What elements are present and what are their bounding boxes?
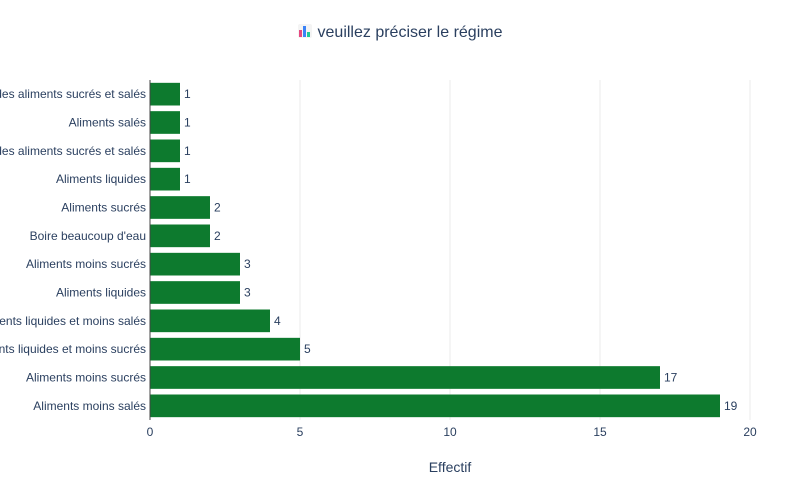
- data-label: 17: [664, 371, 678, 385]
- chart-title-text: veuillez préciser le régime: [317, 24, 503, 41]
- y-tick-label: Aliments sucrés: [61, 201, 146, 215]
- grid-lines: [299, 80, 751, 420]
- y-tick-label: Aliments moins sucrés: [26, 371, 146, 385]
- data-label: 1: [184, 144, 191, 158]
- bar[interactable]: [150, 224, 210, 248]
- y-tick-label: Aliments liquides: [56, 286, 146, 300]
- bar[interactable]: [150, 139, 180, 163]
- bars: [150, 82, 720, 418]
- y-tick-label: Boire beaucoup d'eau: [30, 229, 146, 243]
- data-label: 2: [214, 229, 221, 243]
- bar[interactable]: [150, 366, 660, 389]
- data-label: 1: [184, 172, 191, 186]
- data-label: 1: [184, 116, 191, 130]
- bar[interactable]: [150, 252, 240, 276]
- x-tick-label: 5: [297, 425, 304, 439]
- bar[interactable]: [150, 309, 270, 333]
- bar[interactable]: [150, 111, 180, 134]
- x-tick-label: 15: [593, 425, 607, 439]
- x-tick-label: 10: [443, 425, 457, 439]
- data-label: 2: [214, 201, 221, 215]
- bar[interactable]: [150, 337, 300, 361]
- bar[interactable]: [150, 82, 180, 106]
- y-tick-label: Aliments moins salés: [33, 399, 146, 413]
- x-tick-labels: 0 5 10 15 20: [147, 425, 757, 439]
- y-tick-label: Aliments moins des aliments sucrés et sa…: [0, 87, 146, 101]
- x-axis-title: Effectif: [429, 459, 472, 475]
- bar[interactable]: [150, 394, 720, 418]
- bar-chart-icon: [297, 24, 312, 38]
- bar[interactable]: [150, 281, 240, 304]
- data-label: 3: [244, 286, 251, 300]
- x-tick-label: 20: [743, 425, 757, 439]
- data-label: 5: [304, 342, 311, 356]
- x-tick-label: 0: [147, 425, 154, 439]
- data-label: 3: [244, 257, 251, 271]
- bar[interactable]: [150, 167, 180, 191]
- y-tick-label: Aliments liquides et moins sucrés: [0, 342, 146, 356]
- y-tick-label: Aliments moins des aliments sucrés et sa…: [0, 144, 146, 158]
- y-tick-label: Aliments liquides: [56, 172, 146, 186]
- data-labels: 19 17 5 4 3 3 2 2 1 1 1 1: [184, 87, 738, 413]
- y-tick-label: Aliments salés: [69, 116, 146, 130]
- data-label: 19: [724, 399, 738, 413]
- y-tick-label: Aliments liquides et moins salés: [0, 314, 146, 328]
- chart-title: veuillez préciser le régime: [0, 24, 800, 42]
- y-tick-label: Aliments moins sucrés: [26, 257, 146, 271]
- y-tick-labels: Aliments moins salés Aliments moins sucré…: [0, 87, 146, 413]
- bar[interactable]: [150, 196, 210, 219]
- data-label: 1: [184, 87, 191, 101]
- data-label: 4: [274, 314, 281, 328]
